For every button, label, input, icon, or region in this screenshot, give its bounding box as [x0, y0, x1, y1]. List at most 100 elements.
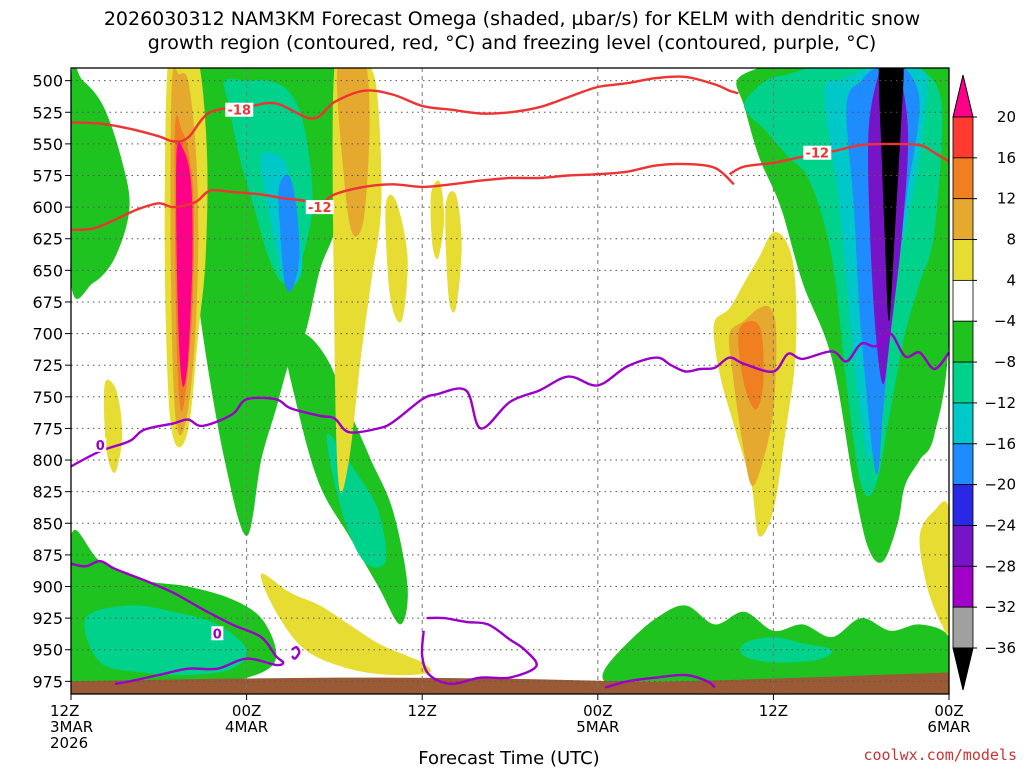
colorbar-label-8: −16	[984, 435, 1016, 453]
colorbar-swatch-1	[952, 157, 974, 200]
contour-label-dgz-12-lower: -12	[308, 201, 332, 216]
contour-label-bg-freezing-level	[94, 437, 107, 452]
contour-label-dgz-12-upper: -12	[806, 147, 830, 162]
colorbar-bottom-triangle	[952, 647, 974, 691]
plot-frame	[70, 67, 950, 695]
xtick-label-2-0: 12Z	[408, 702, 437, 720]
ytick-label-800: 800	[32, 451, 63, 470]
omega-area-downward-small-b	[445, 191, 462, 313]
colorbar-swatch-11	[952, 565, 974, 608]
colorbar-label-6: −8	[994, 353, 1016, 371]
ytick-label-525: 525	[32, 103, 63, 122]
colorbar-swatch-6	[952, 361, 974, 404]
contour-dgz-12-lower	[71, 162, 735, 232]
contour-freezing-level-pocket	[420, 616, 538, 686]
colorbar-label-0: 20	[997, 108, 1016, 126]
contour-label-bg-dgz-12-upper	[803, 145, 832, 160]
colorbar-label-12: −32	[984, 598, 1016, 616]
xtick-label-5-1: 6MAR	[927, 718, 970, 736]
colorbar-label-9: −20	[984, 476, 1016, 494]
colorbar-label-11: −28	[984, 557, 1016, 575]
contour-label-freezing-level-low: 0	[213, 627, 222, 642]
xtick-label-3-1: 5MAR	[576, 718, 619, 736]
colorbar-swatch-0	[952, 116, 974, 159]
colorbar-swatch-9	[952, 484, 974, 526]
omega-area-downward-strip-c-orange	[336, 68, 370, 237]
xtick-label-1-1: 4MAR	[225, 718, 268, 736]
ytick-label-700: 700	[32, 325, 63, 344]
xtick-label-0-1: 3MAR	[50, 718, 93, 736]
chart-title-line-1: 2026030312 NAM3KM Forecast Omega (shaded…	[104, 8, 920, 30]
contour-freezing-level	[71, 332, 949, 468]
colorbar-label-7: −12	[984, 394, 1016, 412]
xtick-label-1-0: 00Z	[232, 702, 261, 720]
ytick-label-925: 925	[32, 609, 63, 628]
xtick-label-0-2: 2026	[50, 734, 88, 752]
ytick-label-500: 500	[32, 72, 63, 91]
contour-dgz-18	[71, 75, 739, 143]
colorbar-label-1: 16	[997, 149, 1016, 167]
contour-labels: -18 -12 -12 0 0	[94, 102, 832, 642]
ytick-label-900: 900	[32, 578, 63, 597]
contour-label-bg-dgz-18	[225, 102, 254, 117]
omega-area-upward-right-black	[878, 68, 904, 321]
omega-area-downward-small-a	[103, 379, 123, 473]
colorbar-top-triangle	[952, 74, 974, 118]
ytick-label-575: 575	[32, 166, 63, 185]
ytick-label-850: 850	[32, 514, 63, 533]
colorbar-swatch-8	[952, 443, 974, 486]
temperature-contours	[71, 75, 949, 689]
ytick-label-950: 950	[32, 641, 63, 660]
ytick-label-775: 775	[32, 419, 63, 438]
xtick-label-5-0: 00Z	[934, 702, 963, 720]
omega-area-downward-strip-b-magenta	[176, 141, 193, 387]
contour-label-bg-freezing-level-low	[211, 626, 224, 641]
ytick-label-750: 750	[32, 388, 63, 407]
ytick-label-600: 600	[32, 198, 63, 217]
omega-area-upward-strip-left	[71, 68, 130, 299]
colorbar-swatch-3	[952, 239, 974, 281]
credit-text: coolwx.com/models	[863, 746, 1017, 764]
contour-dgz-12-upper	[728, 142, 949, 176]
xtick-label-4-0: 12Z	[759, 702, 788, 720]
ytick-label-625: 625	[32, 230, 63, 249]
grid-lines	[71, 68, 949, 694]
colorbar-swatch-4	[952, 279, 974, 322]
colorbar-swatch-2	[952, 198, 974, 240]
omega-area-downward-small-c	[430, 180, 445, 260]
colorbar-swatch-5	[952, 320, 974, 363]
pressure-axis: 500 525 550 575 600 625 650 675 700 725 750 775 800 8…	[32, 72, 71, 691]
omega-area-upward-core-blue	[278, 174, 300, 292]
ytick-label-675: 675	[32, 293, 63, 312]
ytick-label-825: 825	[32, 483, 63, 502]
x-axis-label: Forecast Time (UTC)	[418, 748, 599, 768]
ytick-label-650: 650	[32, 261, 63, 280]
colorbar-swatch-12	[952, 606, 974, 649]
colorbar-swatch-10	[952, 525, 974, 567]
omega-area-downward-low-mid	[260, 573, 431, 676]
colorbar-swatch-7	[952, 402, 974, 445]
colorbar-label-4: 4	[1006, 271, 1016, 289]
ytick-label-875: 875	[32, 546, 63, 565]
ground-layer	[71, 672, 949, 694]
contour-label-bg-dgz-12-lower	[305, 200, 334, 215]
omega-area-downward-far-right	[919, 501, 949, 635]
colorbar: 20 16 12 8 4 −4 −8 −12 −16 −20 −24 −28 −32 −36	[952, 74, 1016, 691]
ytick-label-725: 725	[32, 356, 63, 375]
contour-freezing-level-right	[604, 673, 716, 689]
contour-freezing-level-tiny	[291, 645, 301, 660]
xtick-label-0-0: 12Z	[50, 702, 79, 720]
colorbar-label-3: 8	[1006, 231, 1016, 249]
colorbar-label-13: −36	[984, 639, 1016, 657]
ytick-label-975: 975	[32, 672, 63, 691]
xtick-label-3-0: 00Z	[583, 702, 612, 720]
contour-freezing-level-low	[71, 560, 285, 686]
ytick-label-550: 550	[32, 135, 63, 154]
ground-surface	[71, 672, 949, 694]
colorbar-label-5: −4	[994, 312, 1016, 330]
chart-title-line-2: growth region (contoured, red, °C) and f…	[148, 32, 877, 54]
contour-label-freezing-level: 0	[96, 439, 105, 454]
colorbar-label-10: −24	[984, 516, 1016, 534]
